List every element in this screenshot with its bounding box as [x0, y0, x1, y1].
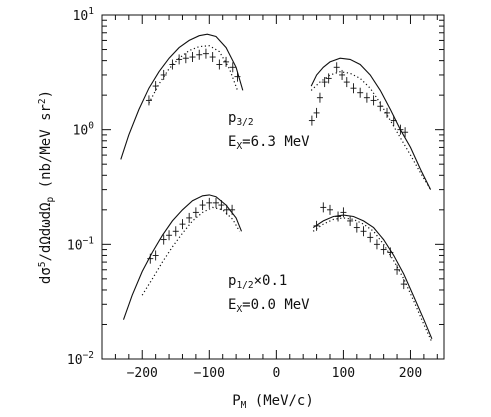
data-point — [160, 234, 167, 245]
data-point — [394, 264, 401, 275]
model-curve-solid — [312, 214, 433, 340]
data-point — [353, 222, 360, 233]
data-point — [160, 69, 167, 80]
model-curve-dotted — [141, 206, 241, 296]
data-point — [325, 73, 332, 84]
data-point — [179, 219, 186, 230]
data-point — [192, 207, 199, 218]
data-point — [196, 49, 203, 60]
data-point — [229, 204, 236, 215]
model-curve-dotted — [310, 71, 432, 190]
x-tick-label: −200 — [127, 366, 158, 381]
data-point — [313, 107, 320, 118]
data-point — [343, 77, 350, 88]
data-point — [145, 95, 152, 106]
x-axis-label: PM (MeV/c) — [232, 393, 314, 411]
data-point — [373, 239, 380, 250]
data-point — [216, 59, 223, 70]
data-point — [347, 215, 354, 226]
data-point — [367, 232, 374, 243]
data-point — [357, 87, 364, 98]
data-point — [152, 81, 159, 92]
annotation-ex00: EX=0.0 MeV — [228, 297, 310, 315]
data-point — [172, 226, 179, 237]
data-point — [199, 200, 206, 211]
data-point — [335, 211, 342, 222]
data-point — [377, 101, 384, 112]
data-point — [223, 204, 230, 215]
y-tick-label: 10−1 — [67, 235, 94, 253]
data-point — [360, 226, 367, 237]
model-curves — [120, 33, 433, 343]
data-point — [400, 279, 407, 290]
data-point — [339, 69, 346, 80]
x-tick-label: 0 — [272, 366, 280, 381]
annotation-p32: p3/2 — [228, 110, 254, 128]
data-point — [387, 247, 394, 258]
x-tick-label: 200 — [399, 366, 422, 381]
data-point — [397, 124, 404, 135]
y-tick-label: 100 — [73, 121, 95, 139]
data-point — [327, 204, 333, 215]
x-tick-label: −100 — [194, 366, 225, 381]
model-curve-dotted — [148, 45, 239, 104]
plot-frame — [101, 14, 445, 360]
data-point — [147, 253, 154, 264]
model-curve-solid — [122, 194, 243, 320]
axis-ticks — [102, 14, 444, 360]
data-point — [229, 62, 236, 73]
y-axis-label: dσ5/dΩdωdΩp (nb/MeV sr2) — [37, 90, 56, 284]
data-point — [402, 127, 409, 138]
data-point — [202, 48, 209, 59]
data-point — [320, 202, 327, 213]
y-tick-label: 101 — [73, 6, 95, 24]
data-point — [223, 56, 230, 67]
data-point — [340, 207, 347, 218]
tick-labels: −200 −100 0 100 200 10−2 10−1 100 101 — [67, 6, 422, 381]
data-point — [313, 220, 320, 231]
model-curve-dotted — [312, 217, 433, 343]
data-point — [321, 77, 328, 88]
data-point — [308, 115, 315, 126]
annotation-p12: p1/2×0.1 — [228, 273, 287, 291]
data-point — [209, 52, 216, 63]
data-point — [390, 115, 397, 126]
data-point — [189, 52, 196, 63]
data-point — [370, 95, 377, 106]
data-point — [218, 200, 225, 211]
model-curve-solid — [310, 57, 432, 190]
x-tick-label: 100 — [332, 366, 355, 381]
model-curve-solid — [120, 33, 244, 160]
data-point — [166, 230, 173, 241]
data-point — [176, 54, 183, 65]
data-point — [380, 244, 387, 255]
data-point — [333, 62, 340, 73]
data-point — [213, 197, 219, 208]
data-point — [182, 53, 189, 64]
data-point — [169, 59, 176, 70]
data-point — [384, 107, 390, 118]
annotation-ex63: EX=6.3 MeV — [228, 134, 310, 152]
data-point — [152, 250, 159, 261]
data-point — [350, 83, 357, 94]
data-point — [206, 197, 213, 208]
data-point — [186, 212, 193, 223]
y-tick-label: 10−2 — [67, 350, 94, 368]
data-points — [145, 48, 409, 290]
data-point — [316, 92, 323, 103]
data-point — [363, 92, 370, 103]
data-point — [234, 71, 241, 82]
